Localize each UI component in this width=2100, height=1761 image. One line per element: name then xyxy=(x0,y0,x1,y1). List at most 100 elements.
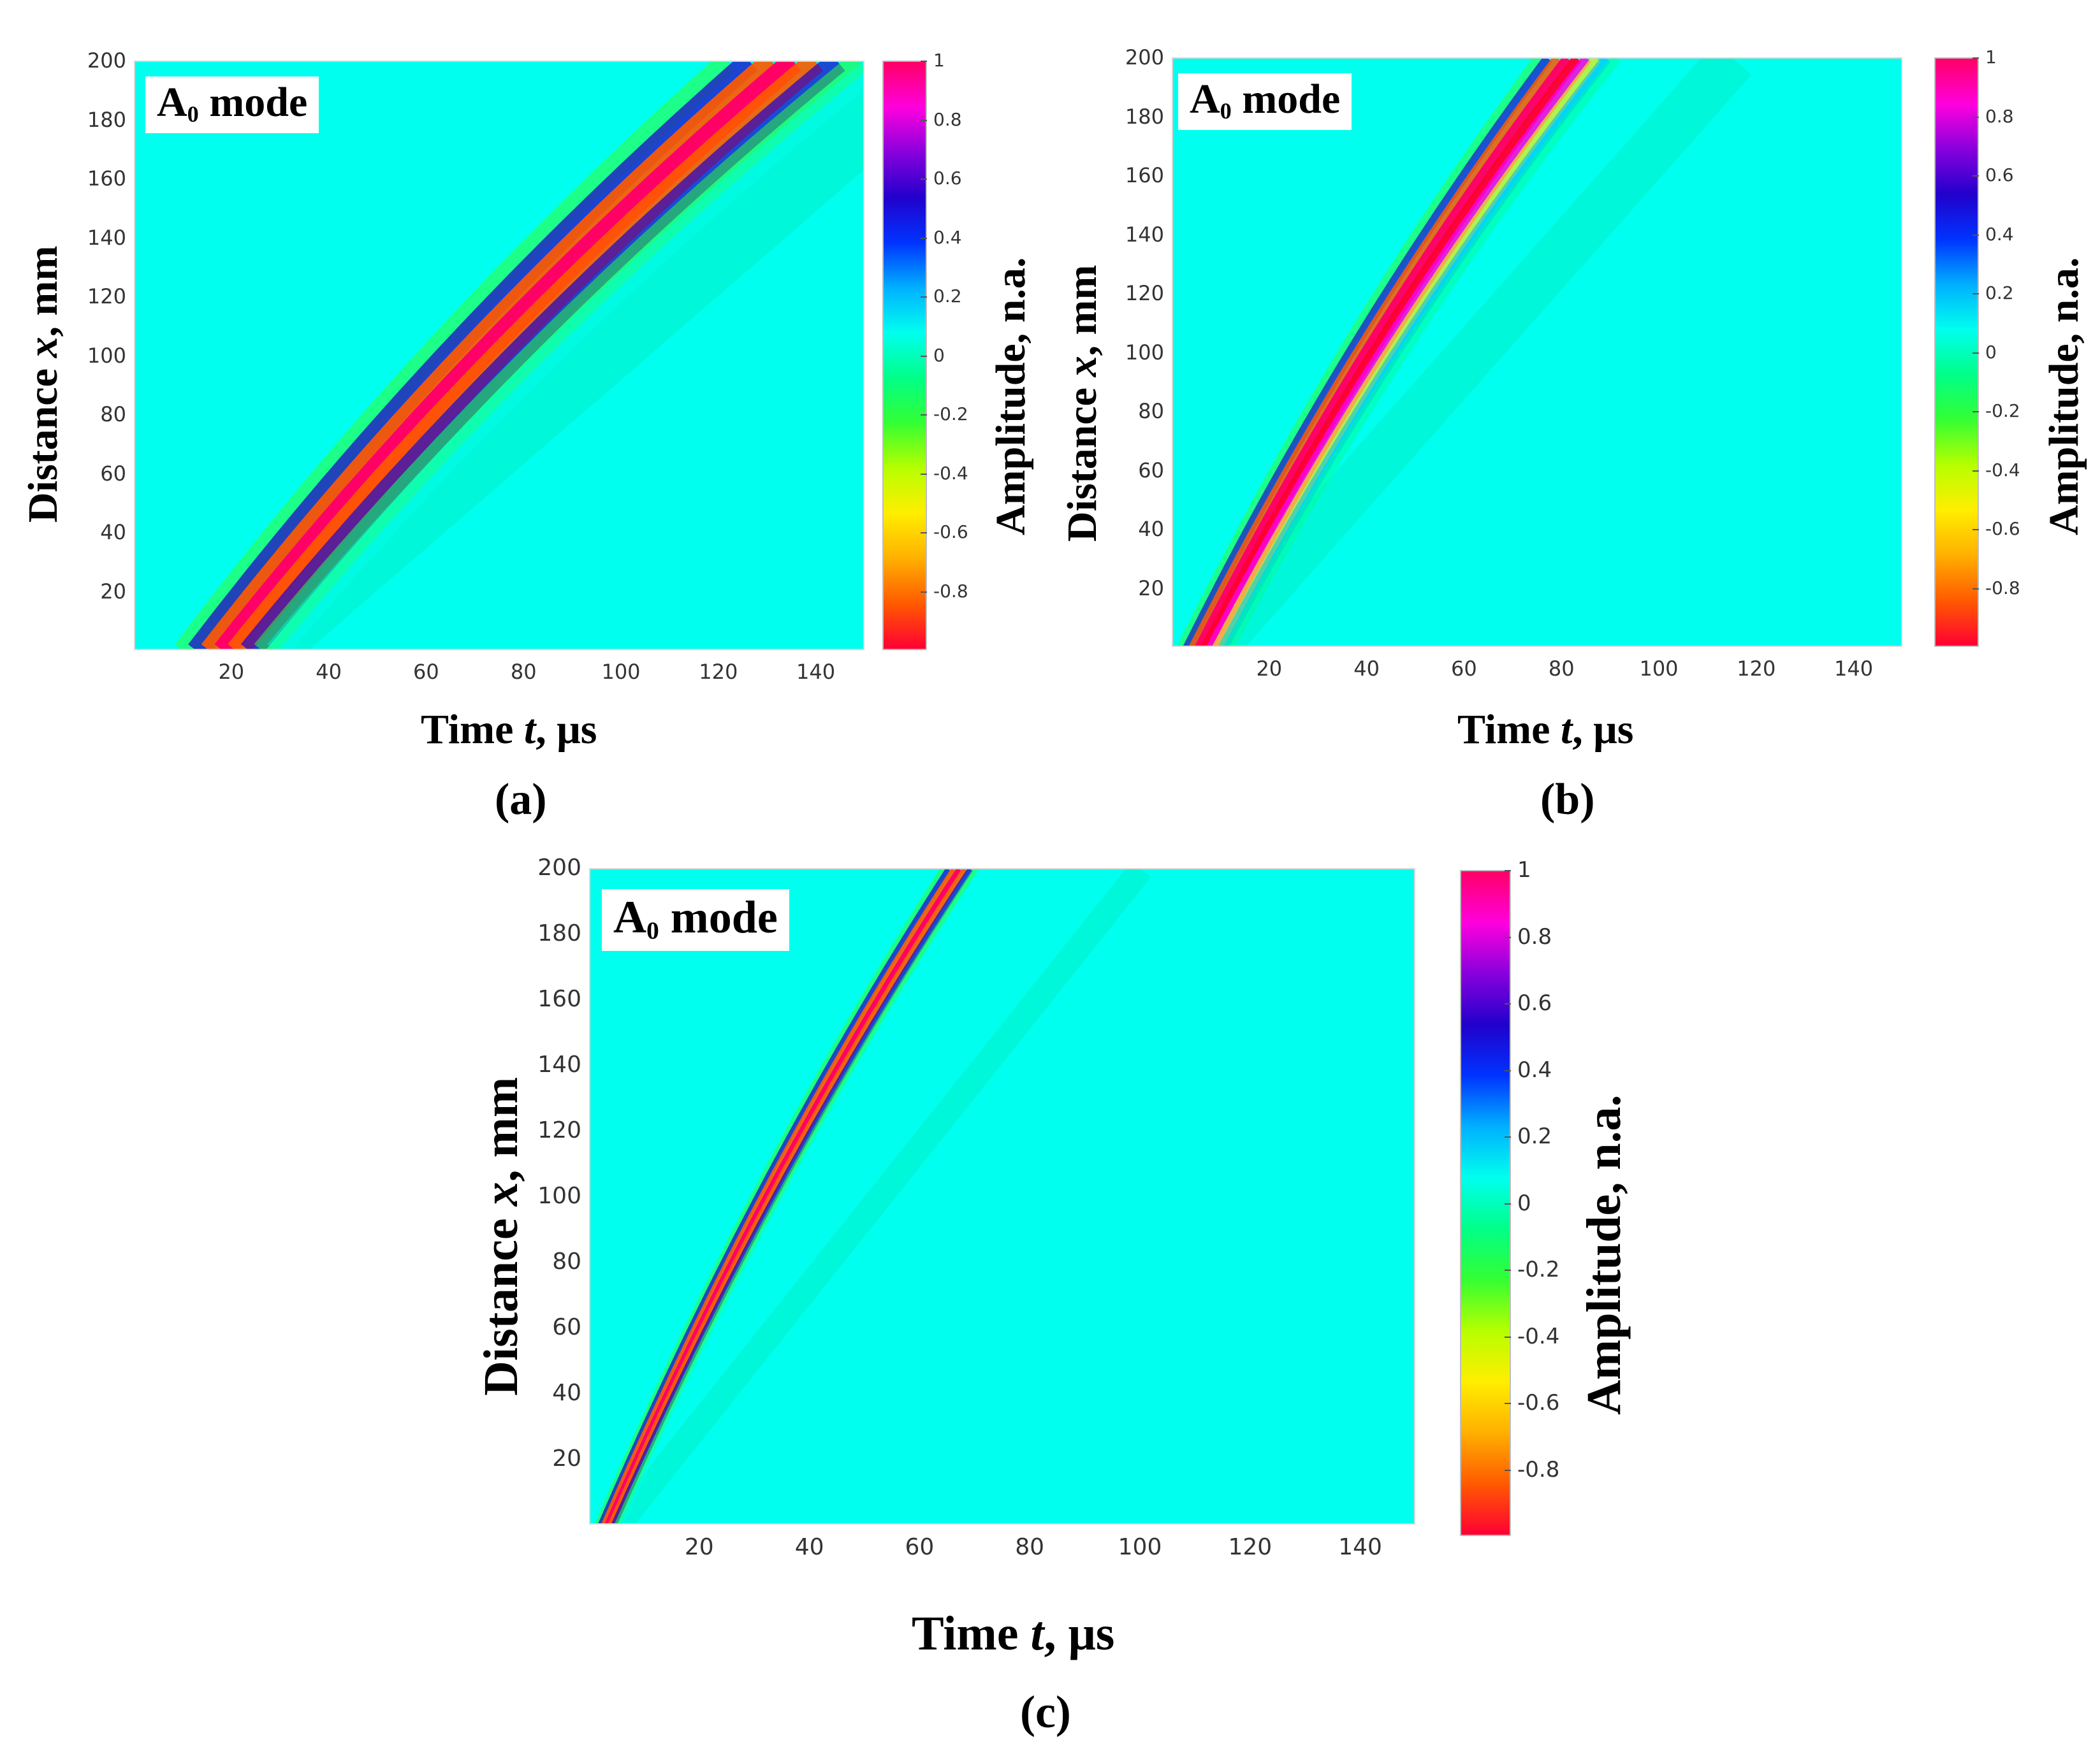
colorbar-tick-label: 0.4 xyxy=(933,226,962,248)
wavefront-band xyxy=(1212,59,1601,646)
wavefront-band xyxy=(1218,59,1611,646)
colorbar-tick-label: 0.8 xyxy=(933,108,962,130)
wave-packet xyxy=(161,62,863,649)
colorbar-tick-label: 0.4 xyxy=(1517,1057,1552,1083)
y-axis-label-c: Distance x, mm xyxy=(474,1076,528,1396)
colorbar-tick-label: -0.4 xyxy=(933,462,968,484)
mode-letter: A xyxy=(1190,76,1220,122)
mode-subscript: 0 xyxy=(187,101,199,127)
x-axis-label-a: Time t, μs xyxy=(421,706,597,753)
colorbar-tick-label: 1 xyxy=(1985,47,1997,68)
colorbar-tick-mark xyxy=(1972,411,1979,412)
wavefront-band xyxy=(1189,59,1562,646)
colorbar-tick-mark xyxy=(1972,352,1979,354)
colorbar-tick-label: 0 xyxy=(933,344,945,366)
y-tick-label: 80 xyxy=(552,1249,581,1275)
y-tick-label: 140 xyxy=(537,1052,581,1078)
colorbar-tick-mark xyxy=(1505,1403,1511,1404)
y-tick-label: 180 xyxy=(1125,104,1164,129)
colorbar-tick-mark xyxy=(921,61,927,62)
x-tick-label: 40 xyxy=(316,660,342,684)
colorbar-tick-label: -0.6 xyxy=(933,521,968,542)
y-tick-label: 40 xyxy=(100,520,126,544)
caption-b: (b) xyxy=(1540,775,1595,824)
y-tick-label: 40 xyxy=(552,1380,581,1406)
mode-letter: A xyxy=(157,79,187,126)
heatmap-plot-b xyxy=(1172,57,1902,647)
x-tick-label: 120 xyxy=(699,660,738,684)
colorbar-tick-label: 0.6 xyxy=(1985,164,2014,185)
x-tick-label: 80 xyxy=(1015,1534,1045,1560)
mode-letter: A xyxy=(613,892,646,943)
y-tick-label: 160 xyxy=(1125,163,1164,187)
mode-subscript: 0 xyxy=(1220,98,1232,124)
colorbar-tick-label: 0.8 xyxy=(1985,105,2014,127)
y-tick-label: 40 xyxy=(1138,517,1164,541)
colorbar-tick-label: -0.2 xyxy=(1517,1257,1560,1282)
y-tick-label: 100 xyxy=(1125,340,1164,365)
y-tick-label: 80 xyxy=(1138,399,1164,423)
colorbar-tick-mark xyxy=(1972,470,1979,472)
colorbar-tick-mark xyxy=(1505,1003,1511,1004)
y-tick-label: 160 xyxy=(537,986,581,1012)
y-tick-label: 20 xyxy=(1138,576,1164,600)
colorbar-label-c: Amplitude, n.a. xyxy=(1577,1094,1631,1415)
x-tick-label: 100 xyxy=(1118,1534,1162,1560)
colorbar-tick-mark xyxy=(921,296,927,298)
colorbar-tick-mark xyxy=(1505,1069,1511,1071)
colorbar-tick-label: 0 xyxy=(1985,341,1997,363)
colorbar-tick-label: 1 xyxy=(1517,857,1531,883)
colorbar-tick-label: 1 xyxy=(933,50,945,71)
x-tick-label: 40 xyxy=(1353,656,1380,681)
colorbar-tick-mark xyxy=(1972,588,1979,590)
x-tick-label: 20 xyxy=(684,1534,714,1560)
colorbar-tick-mark xyxy=(1972,57,1979,59)
x-axis-label-b: Time t, μs xyxy=(1457,706,1634,753)
colorbar-tick-label: 0.6 xyxy=(933,168,962,189)
y-tick-label: 120 xyxy=(537,1117,581,1143)
y-tick-label: 60 xyxy=(1138,458,1164,482)
y-tick-label: 20 xyxy=(552,1446,581,1472)
x-tick-label: 80 xyxy=(1548,656,1575,681)
wavefront-band xyxy=(1224,59,1621,646)
colorbar-tick-label: 0.2 xyxy=(1517,1124,1552,1149)
x-tick-label: 60 xyxy=(905,1534,935,1560)
colorbar-tick-mark xyxy=(1972,175,1979,177)
mode-subscript: 0 xyxy=(646,916,659,945)
colorbar-tick-mark xyxy=(1505,1336,1511,1338)
y-tick-label: 120 xyxy=(1125,281,1164,305)
colorbar-tick-mark xyxy=(921,414,927,416)
y-tick-label: 160 xyxy=(87,166,126,191)
colorbar-tick-mark xyxy=(921,355,927,357)
caption-a: (a) xyxy=(495,775,547,824)
wavefront-band xyxy=(615,869,979,1523)
heatmap-canvas-a xyxy=(161,62,863,649)
x-tick-label: 140 xyxy=(796,660,836,684)
wavefront-band xyxy=(1183,59,1552,646)
wavefront-band xyxy=(598,869,951,1523)
y-tick-label: 200 xyxy=(1125,45,1164,69)
colorbar-label-b: Amplitude, n.a. xyxy=(2041,257,2087,535)
wavefront-band xyxy=(595,869,945,1523)
colorbar-tick-label: 0.2 xyxy=(933,286,962,307)
colorbar-tick-mark xyxy=(1972,116,1979,118)
colorbar-tick-mark xyxy=(1505,870,1511,871)
x-tick-label: 80 xyxy=(510,660,537,684)
x-tick-label: 140 xyxy=(1338,1534,1382,1560)
colorbar-tick-mark xyxy=(1972,234,1979,236)
colorbar-tick-mark xyxy=(1972,293,1979,294)
y-axis-label-b: Distance x, mm xyxy=(1059,265,1105,542)
colorbar-tick-mark xyxy=(921,532,927,533)
x-tick-label: 20 xyxy=(1256,656,1283,681)
mode-word: mode xyxy=(670,892,778,943)
wavefront-band xyxy=(604,869,962,1523)
y-tick-label: 140 xyxy=(87,225,126,250)
colorbar-tick-label: 0.8 xyxy=(1517,924,1552,950)
y-tick-label: 20 xyxy=(100,579,126,604)
colorbar-tick-label: -0.8 xyxy=(1517,1456,1560,1482)
x-tick-label: 120 xyxy=(1737,656,1776,681)
heatmap-canvas-b xyxy=(1173,59,1752,646)
colorbar-tick-label: 0 xyxy=(1517,1190,1531,1216)
colorbar-tick-label: 0.6 xyxy=(1517,990,1552,1016)
wavefront-band xyxy=(601,869,957,1523)
